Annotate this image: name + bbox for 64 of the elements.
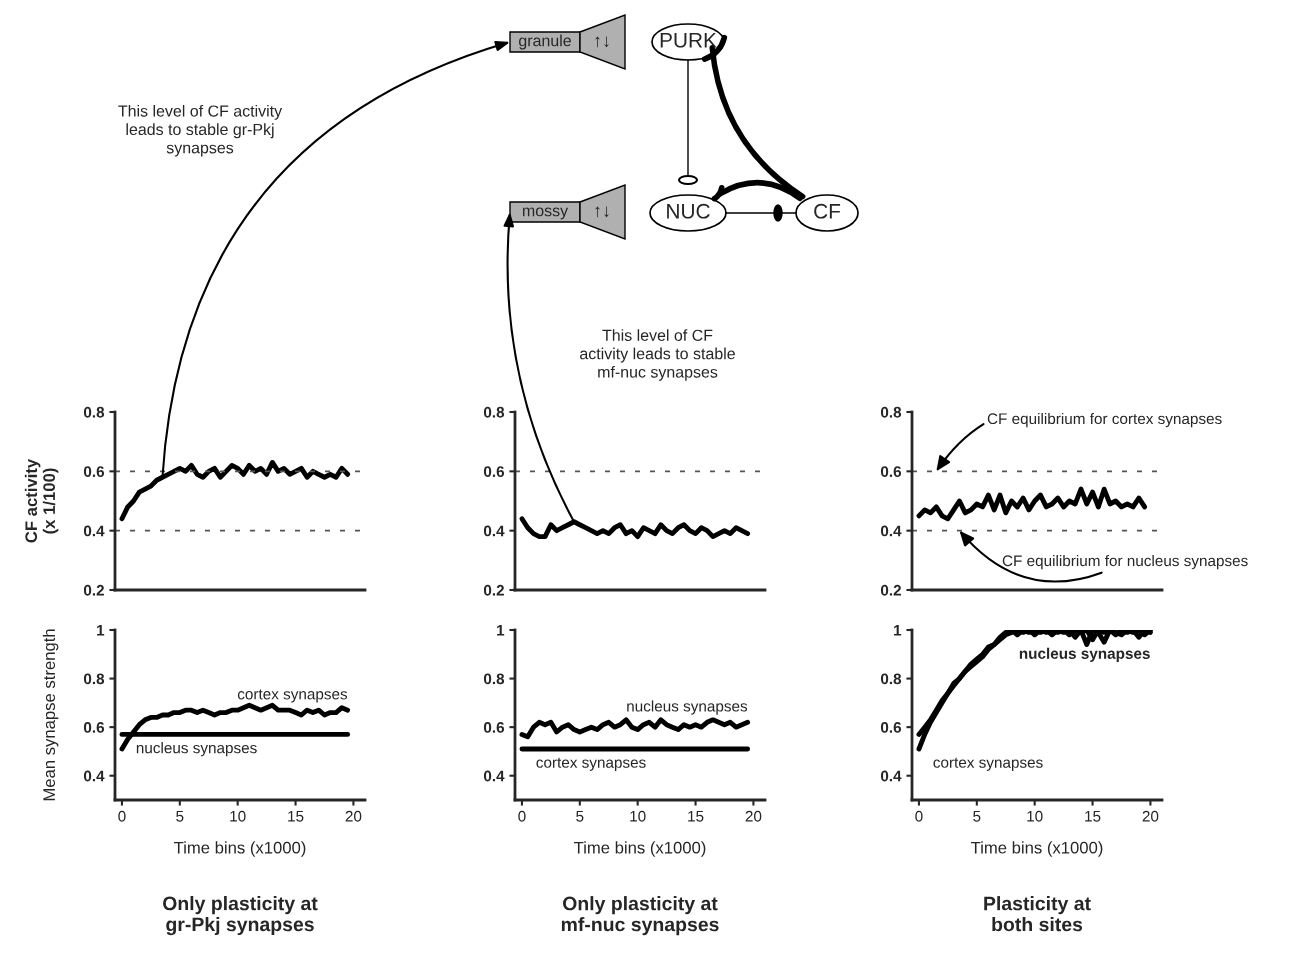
x-tick-label: 15 xyxy=(1085,810,1101,822)
series-label: nucleus synapses xyxy=(627,700,748,715)
y-axis-title: CF activity (x 1/100) xyxy=(24,458,59,543)
y-tick-label: 1 xyxy=(97,625,105,636)
y-tick-label: 0.4 xyxy=(83,770,105,782)
x-tick-label: 5 xyxy=(973,810,981,822)
series-label: cortex synapses xyxy=(933,757,1043,771)
y-tick-label: 0.6 xyxy=(83,722,105,733)
y-tick-label: 0.2 xyxy=(83,584,104,596)
series-label: nucleus synapses xyxy=(136,742,257,757)
y-tick-label: 0.8 xyxy=(83,406,105,418)
text: This level of CF activity leads to stable mf-nuc synapses xyxy=(580,329,735,381)
y-tick-label: 1 xyxy=(894,625,902,636)
y-axis-title: Mean synapse strength xyxy=(42,629,59,801)
y-tick-label: 0.4 xyxy=(83,525,105,537)
series-label: nucleus synapses xyxy=(1019,647,1150,662)
x-axis-title: Time bins (x1000) xyxy=(971,841,1103,857)
y-tick-label: 0.8 xyxy=(880,673,902,685)
text: granule xyxy=(519,34,571,50)
annotation: CF equilibrium for cortex synapses xyxy=(987,412,1222,428)
y-tick-label: 0.4 xyxy=(880,770,902,782)
x-tick-label: 15 xyxy=(288,810,304,822)
y-tick-label: 0.8 xyxy=(483,673,505,685)
y-tick-label: 0.8 xyxy=(880,406,902,418)
y-tick-label: 0.2 xyxy=(880,584,901,596)
y-tick-label: 0.4 xyxy=(483,770,505,782)
y-tick-label: 0.4 xyxy=(880,525,902,537)
text: PURK xyxy=(660,33,717,48)
x-tick-label: 0 xyxy=(518,810,526,822)
y-tick-label: 0.6 xyxy=(880,722,902,733)
x-tick-label: 20 xyxy=(745,810,762,822)
text: mossy xyxy=(522,207,569,220)
y-tick-label: 1 xyxy=(497,625,505,636)
text: ↑↓ xyxy=(595,206,609,218)
x-axis-title: Time bins (x1000) xyxy=(174,841,306,857)
x-tick-label: 5 xyxy=(576,810,584,822)
x-tick-label: 0 xyxy=(915,810,923,822)
annotation: CF equilibrium for nucleus synapses xyxy=(1002,554,1248,570)
text: Only plasticity at mf-nuc synapses xyxy=(561,896,719,936)
x-tick-label: 10 xyxy=(1027,810,1043,822)
y-tick-label: 0.6 xyxy=(483,722,505,733)
x-axis-title: Time bins (x1000) xyxy=(574,841,706,857)
y-tick-label: 0.4 xyxy=(483,525,505,537)
x-tick-label: 5 xyxy=(176,810,184,822)
text: ↑↓ xyxy=(595,36,609,48)
x-tick-label: 10 xyxy=(630,810,646,822)
x-tick-label: 15 xyxy=(688,810,704,822)
y-tick-label: 0.8 xyxy=(483,406,505,418)
y-tick-label: 0.2 xyxy=(483,584,504,596)
x-tick-label: 10 xyxy=(230,810,246,822)
text: Plasticity at both sites xyxy=(984,896,1091,932)
y-tick-label: 0.6 xyxy=(83,466,105,478)
series-label: cortex synapses xyxy=(237,689,348,703)
x-tick-label: 0 xyxy=(118,810,126,822)
text: CF xyxy=(814,203,841,219)
text: Only plasticity at gr-Pkj synapses xyxy=(163,896,318,936)
y-tick-label: 0.6 xyxy=(483,466,505,478)
series-label: cortex synapses xyxy=(536,757,646,771)
y-tick-label: 0.8 xyxy=(83,673,105,685)
x-tick-label: 20 xyxy=(345,810,362,822)
y-tick-label: 0.6 xyxy=(880,466,902,478)
x-tick-label: 20 xyxy=(1142,810,1159,822)
text: NUC xyxy=(667,203,710,219)
text: This level of CF activity leads to stable gr-Pkj synapses xyxy=(118,104,283,157)
